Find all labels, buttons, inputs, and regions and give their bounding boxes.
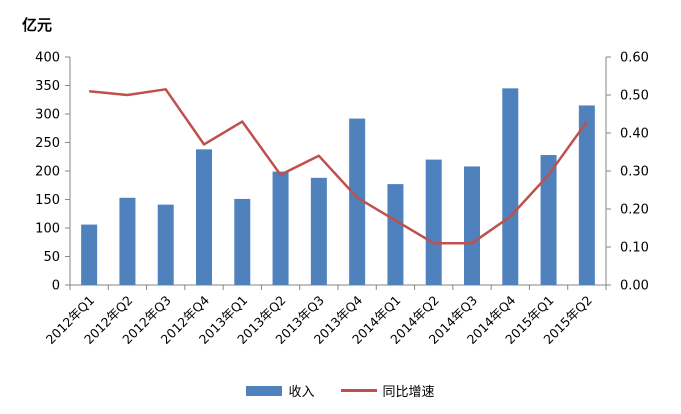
y-axis-unit-label: 亿元 bbox=[22, 16, 53, 34]
legend: 收入 同比增速 bbox=[0, 381, 681, 400]
y-left-tick-label: 100 bbox=[35, 222, 60, 237]
bar bbox=[119, 197, 136, 285]
bar bbox=[310, 177, 327, 285]
y-left-tick-label: 400 bbox=[35, 51, 60, 66]
bar bbox=[387, 184, 404, 285]
legend-label-growth: 同比增速 bbox=[382, 385, 435, 400]
y-left-tick-label: 300 bbox=[35, 108, 60, 123]
bar bbox=[578, 105, 595, 285]
bar bbox=[272, 171, 289, 285]
growth-line bbox=[89, 88, 588, 245]
bar bbox=[464, 166, 480, 285]
y-left-tick-label: 0 bbox=[52, 279, 60, 294]
y-left-tick-label: 150 bbox=[35, 193, 60, 208]
legend-label-revenue: 收入 bbox=[288, 385, 315, 400]
bar bbox=[502, 88, 519, 285]
bar bbox=[196, 149, 212, 285]
legend-swatch-bar bbox=[246, 385, 283, 396]
legend-item-growth: 同比增速 bbox=[340, 381, 435, 400]
y-right-tick-label: 0.20 bbox=[620, 203, 649, 218]
y-right-tick-label: 0.30 bbox=[620, 165, 649, 180]
y-right-tick-label: 0.60 bbox=[620, 51, 649, 66]
combo-chart: 0 50 100 150 200 250 300 350 400 0.00 0.10 0.20 0.30… bbox=[35, 51, 649, 348]
bar bbox=[349, 118, 366, 285]
y-left-tick-label: 50 bbox=[43, 250, 60, 265]
legend-swatch-line bbox=[340, 389, 377, 392]
bar bbox=[425, 159, 442, 285]
y-right-tick-label: 0.40 bbox=[620, 127, 649, 142]
y-left-tick-label: 250 bbox=[35, 136, 60, 151]
bar bbox=[81, 224, 98, 285]
y-right-tick-label: 0.00 bbox=[620, 279, 649, 294]
y-left-tick-label: 200 bbox=[35, 165, 60, 180]
bar bbox=[157, 204, 174, 285]
bar bbox=[234, 198, 251, 285]
y-right-tick-label: 0.50 bbox=[620, 89, 649, 104]
bar bbox=[540, 155, 557, 285]
y-right-tick-label: 0.10 bbox=[620, 241, 649, 256]
y-left-tick-label: 350 bbox=[35, 79, 60, 94]
legend-item-revenue: 收入 bbox=[246, 381, 315, 400]
